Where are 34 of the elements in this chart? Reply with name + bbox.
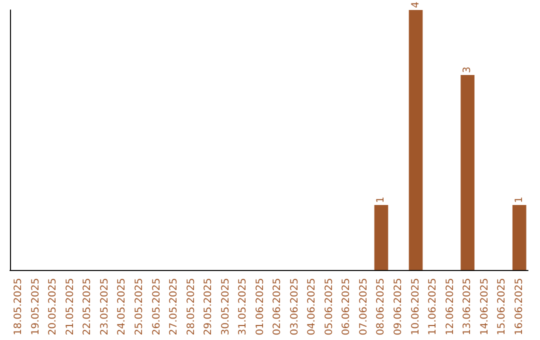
x-tick-label: 11.06.2025 [428, 278, 439, 336]
x-tick-label: 20.05.2025 [48, 278, 59, 336]
x-tick-label: 19.05.2025 [30, 278, 42, 336]
x-tick-label: 07.06.2025 [358, 278, 370, 336]
x-tick-label: 30.05.2025 [220, 278, 232, 336]
x-tick-label: 03.06.2025 [289, 278, 300, 336]
data-label: 4 [410, 2, 422, 8]
x-tick-label: 02.06.2025 [272, 278, 284, 336]
data-label: 1 [376, 196, 387, 203]
x-tick-label: 14.06.2025 [479, 278, 490, 336]
x-tick-label: 05.06.2025 [324, 278, 335, 336]
x-tick-label: 15.06.2025 [496, 278, 508, 336]
data-label: 3 [462, 66, 474, 73]
x-tick-label: 24.05.2025 [116, 278, 128, 336]
data-label: 1 [514, 196, 525, 203]
x-tick-label: 06.06.2025 [341, 278, 352, 336]
x-tick-label: 25.05.2025 [134, 278, 145, 336]
x-tick-label: 18.05.2025 [13, 278, 24, 336]
x-tick-label: 09.06.2025 [393, 278, 404, 336]
x-tick-label: 01.06.2025 [254, 278, 266, 336]
x-tick-label: 16.06.2025 [514, 278, 525, 336]
x-tick-label: 12.06.2025 [444, 278, 456, 336]
x-tick-label: 10.06.2025 [410, 278, 422, 336]
x-tick-label: 08.06.2025 [376, 278, 387, 336]
x-tick-label: 22.05.2025 [82, 278, 94, 336]
x-tick-label: 27.05.2025 [168, 278, 180, 336]
x-tick-label: 26.05.2025 [151, 278, 162, 336]
x-tick-label: 29.05.2025 [203, 278, 214, 336]
x-tick-label: 23.05.2025 [99, 278, 110, 336]
x-tick-label: 31.05.2025 [238, 278, 249, 336]
x-tick-label: 28.05.2025 [186, 278, 197, 336]
x-tick-label: 21.05.2025 [64, 278, 76, 336]
x-tick-label: 13.06.2025 [462, 278, 474, 336]
x-tick-label: 04.06.2025 [306, 278, 318, 336]
